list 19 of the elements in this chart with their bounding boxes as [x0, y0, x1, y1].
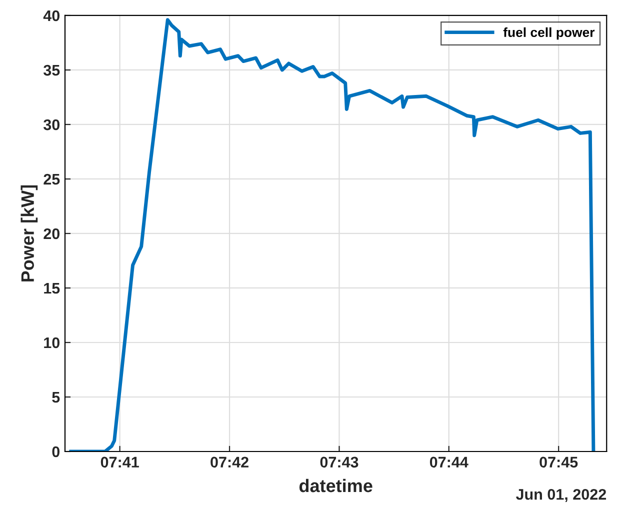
y-tick-label: 5	[52, 392, 60, 403]
y-tick-label: 30	[43, 119, 60, 130]
x-axis-title: datetime	[299, 478, 372, 492]
y-tick-label: 40	[43, 10, 60, 22]
x-tick-label: 07:45	[540, 456, 578, 468]
x-tick-label: 07:41	[100, 456, 139, 468]
y-tick-label: 20	[44, 228, 60, 240]
y-tick-label: 10	[44, 337, 60, 348]
y-tick-label: 25	[44, 174, 60, 185]
y-tick-label: 15	[44, 283, 60, 294]
y-tick-label: 35	[43, 64, 60, 76]
x-tick-label: 07:44	[430, 456, 468, 468]
x-tick-label: 07:43	[320, 456, 358, 468]
y-tick-label: 0	[52, 446, 60, 458]
y-axis-title: Power [kW]	[20, 185, 38, 282]
line-series	[69, 18, 596, 452]
x-tick-label: 07:42	[210, 456, 248, 468]
legend-label: fuel cell power	[503, 27, 595, 40]
text: Jun 01, 2022	[516, 488, 606, 502]
